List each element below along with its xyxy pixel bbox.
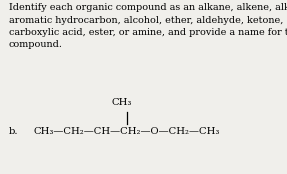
Text: b.: b.	[9, 127, 18, 136]
Text: CH₃: CH₃	[112, 98, 132, 107]
Text: Identify each organic compound as an alkane, alkene, alkyne,
aromatic hydrocarbo: Identify each organic compound as an alk…	[9, 3, 287, 49]
Text: CH₃—CH₂—CH—CH₂—O—CH₂—CH₃: CH₃—CH₂—CH—CH₂—O—CH₂—CH₃	[33, 127, 219, 136]
